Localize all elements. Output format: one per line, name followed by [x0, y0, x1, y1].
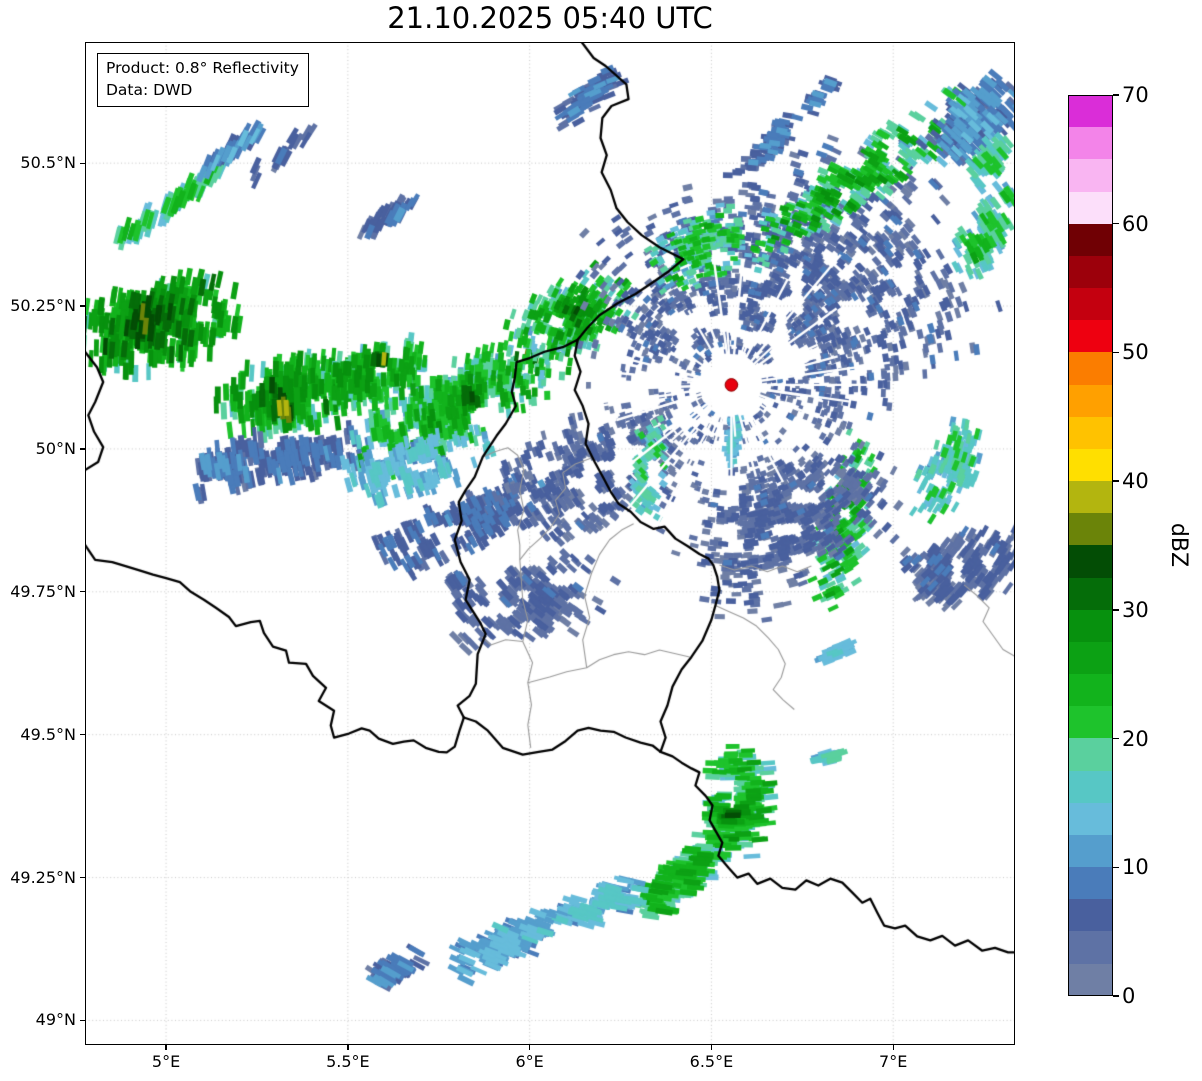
x-tick-label: 5.5°E [326, 1052, 370, 1071]
x-tick-label: 6.5°E [689, 1052, 734, 1071]
x-tickmark [347, 1045, 349, 1050]
colorbar-segment [1068, 706, 1113, 739]
colorbar-segment [1068, 738, 1113, 771]
y-tick-label: 49°N [35, 1010, 76, 1030]
y-tickmark [80, 1019, 85, 1022]
y-tick-label: 49.25°N [10, 867, 76, 887]
colorbar-segment [1068, 352, 1113, 385]
radar-map-canvas [85, 42, 1015, 1045]
y-tickmark [80, 305, 85, 307]
colorbar-segment [1068, 802, 1113, 835]
map-plot-area: Product: 0.8° Reflectivity Data: DWD [85, 42, 1015, 1045]
product-info-box: Product: 0.8° Reflectivity Data: DWD [97, 53, 309, 107]
colorbar-segment [1068, 255, 1113, 289]
colorbar-segment [1068, 481, 1113, 514]
colorbar-segment [1068, 191, 1113, 224]
colorbar-segment [1068, 674, 1113, 707]
product-label: Product: 0.8° Reflectivity [106, 59, 299, 77]
colorbar-tick-label: 0 [1122, 984, 1136, 1008]
colorbar-segment [1068, 641, 1113, 675]
colorbar-tick-label: 70 [1122, 83, 1149, 107]
colorbar-tickmark [1113, 609, 1119, 611]
colorbar-tickmark [1113, 866, 1119, 868]
colorbar-tickmark [1113, 480, 1119, 482]
colorbar-segment [1068, 159, 1113, 192]
colorbar-segment [1068, 867, 1113, 900]
x-tickmark [529, 1045, 531, 1050]
x-tickmark [892, 1045, 894, 1050]
figure-title: 21.10.2025 05:40 UTC [387, 1, 713, 35]
y-tick-label: 49.75°N [10, 581, 76, 601]
colorbar-segment [1068, 545, 1113, 578]
colorbar-segment [1068, 288, 1113, 321]
colorbar-tickmark [1113, 737, 1119, 740]
colorbar-segment [1068, 963, 1113, 996]
colorbar-tickmark [1113, 94, 1119, 96]
y-tick-label: 50°N [35, 438, 76, 458]
colorbar-segment [1068, 320, 1113, 353]
colorbar-tick-label: 30 [1122, 597, 1149, 622]
colorbar-segment [1068, 384, 1113, 417]
x-tickmark [710, 1045, 713, 1050]
colorbar-segment [1068, 609, 1113, 642]
colorbar-tickmark [1113, 351, 1119, 354]
colorbar-segment [1068, 770, 1113, 803]
colorbar-tick-label: 10 [1122, 855, 1149, 880]
colorbar-segment [1068, 416, 1113, 449]
data-source-label: Data: DWD [106, 81, 193, 99]
colorbar-segment [1068, 95, 1113, 128]
colorbar-segment [1068, 223, 1113, 256]
y-tickmark [80, 162, 85, 164]
colorbar-gradient [1068, 95, 1113, 996]
colorbar-segment [1068, 448, 1113, 482]
x-tick-label: 6°E [515, 1052, 544, 1071]
colorbar-segment [1068, 834, 1113, 868]
colorbar-segment [1068, 931, 1113, 964]
y-tick-label: 49.5°N [20, 724, 76, 744]
colorbar-tick-label: 60 [1122, 211, 1149, 236]
colorbar-tick-label: 40 [1122, 469, 1149, 494]
colorbar [1068, 95, 1113, 996]
colorbar-segment [1068, 513, 1113, 546]
y-tick-label: 50.5°N [20, 153, 76, 173]
colorbar-tick-label: 20 [1122, 726, 1149, 751]
colorbar-segment [1068, 577, 1113, 610]
colorbar-unit-label: dBZ [1166, 522, 1191, 568]
colorbar-tickmark [1113, 223, 1119, 225]
y-tickmark [80, 734, 85, 736]
colorbar-tick-label: 50 [1122, 340, 1149, 365]
y-tickmark [80, 876, 85, 879]
x-tick-label: 7°E [879, 1052, 908, 1071]
x-tick-label: 5°E [151, 1052, 181, 1071]
y-tickmark [80, 591, 85, 593]
y-tickmark [80, 448, 85, 450]
y-tick-label: 50.25°N [10, 296, 76, 316]
colorbar-segment [1068, 899, 1113, 932]
colorbar-segment [1068, 127, 1113, 160]
x-tickmark [165, 1045, 167, 1050]
colorbar-tickmark [1113, 995, 1119, 997]
